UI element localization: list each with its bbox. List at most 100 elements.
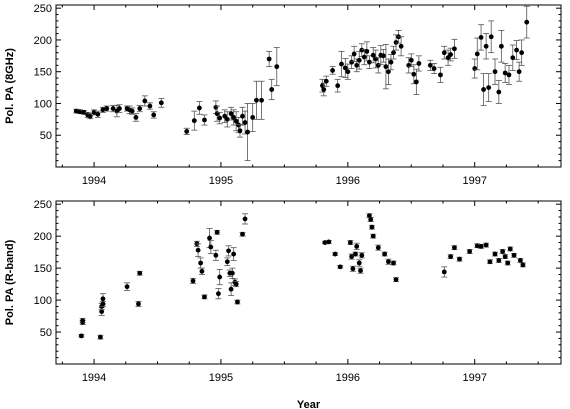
data-point: [483, 242, 489, 248]
x-tick-label: 1996: [336, 372, 360, 384]
data-point: [375, 245, 381, 251]
bottom-panel: 1994 1995 1996 1997 50 100 150 200 250 Pol. PA (R…: [4, 199, 562, 409]
data-point: [158, 100, 164, 106]
data-point: [323, 78, 329, 84]
data-point: [231, 115, 237, 120]
y-tick-label: 200: [34, 231, 52, 243]
y-tick-label: 100: [34, 295, 52, 307]
data-point: [335, 83, 341, 89]
data-point: [507, 246, 513, 252]
data-point: [457, 256, 462, 262]
data-point: [269, 87, 275, 92]
data-point: [382, 251, 388, 257]
data-point: [342, 65, 348, 71]
data-point: [330, 68, 336, 73]
data-point: [195, 247, 201, 253]
data-point: [87, 113, 93, 119]
data-point: [427, 62, 433, 68]
data-point: [358, 268, 363, 274]
data-point: [208, 244, 214, 250]
data-point: [110, 106, 116, 111]
data-point: [322, 240, 328, 245]
data-point: [191, 118, 197, 124]
data-point: [356, 260, 362, 266]
data-point: [217, 274, 223, 280]
data-point: [133, 115, 139, 120]
data-point: [478, 35, 484, 40]
data-point: [242, 120, 248, 125]
data-point: [347, 240, 353, 245]
data-point: [474, 51, 480, 57]
data-point: [487, 259, 493, 265]
data-point: [231, 251, 237, 257]
data-point: [184, 129, 190, 134]
data-point: [391, 260, 396, 266]
data-point: [391, 50, 396, 56]
data-point: [361, 54, 367, 60]
data-point: [375, 62, 381, 68]
data-point: [266, 56, 272, 62]
data-point: [413, 79, 419, 85]
data-point: [213, 252, 219, 258]
data-point: [496, 258, 502, 263]
data-point: [431, 66, 437, 71]
data-point: [99, 309, 105, 314]
data-point: [151, 112, 157, 118]
data-point: [216, 291, 221, 297]
data-point: [472, 66, 478, 71]
data-point: [242, 216, 248, 222]
data-point: [398, 43, 404, 49]
data-point: [245, 129, 250, 135]
data-point: [202, 294, 207, 300]
data-point: [356, 57, 362, 63]
data-point: [524, 19, 530, 25]
data-point: [142, 98, 148, 104]
data-point: [233, 281, 239, 287]
top-panel: 1994 1995 1996 1997 50 100 150 200 250 Pol. PA (8…: [4, 3, 562, 187]
data-point: [228, 111, 234, 117]
y-tick-label: 250: [34, 199, 52, 211]
data-point: [373, 56, 379, 62]
data-point: [254, 97, 259, 103]
data-point: [441, 269, 447, 275]
data-point: [100, 301, 106, 307]
data-point: [393, 40, 399, 45]
data-point: [505, 260, 511, 266]
data-point: [351, 51, 357, 57]
data-point: [406, 62, 412, 68]
data-point: [207, 235, 212, 241]
data-point: [214, 229, 220, 235]
data-point: [496, 89, 502, 95]
y-tick-label: 200: [34, 35, 52, 47]
data-point: [98, 334, 103, 340]
x-tick-label: 1996: [336, 175, 360, 187]
data-point: [467, 249, 473, 254]
data-point: [202, 117, 207, 123]
data-point: [488, 34, 494, 40]
data-point: [229, 270, 235, 276]
data-point: [198, 260, 204, 266]
data-point: [519, 50, 525, 56]
data-point: [224, 259, 230, 265]
data-point: [95, 111, 101, 117]
data-point: [388, 59, 394, 65]
data-point: [438, 72, 443, 78]
data-point: [380, 53, 386, 59]
data-point: [492, 251, 498, 257]
data-point: [100, 296, 106, 302]
data-point: [190, 278, 196, 284]
data-point: [517, 258, 523, 263]
data-point: [147, 103, 153, 109]
y-tick-label: 150: [34, 67, 52, 79]
data-point: [481, 87, 487, 92]
data-point: [370, 233, 376, 239]
data-point: [129, 108, 135, 114]
data-point: [448, 52, 454, 57]
x-tick-label: 1997: [462, 372, 486, 384]
data-point: [502, 254, 508, 260]
data-point: [81, 109, 87, 115]
data-point: [233, 118, 239, 124]
data-point: [452, 46, 457, 52]
data-point: [448, 254, 454, 260]
